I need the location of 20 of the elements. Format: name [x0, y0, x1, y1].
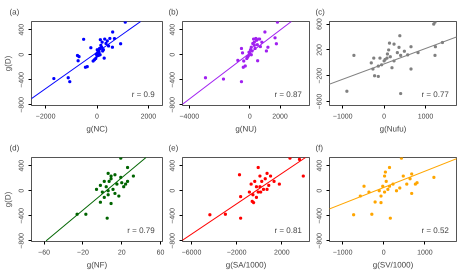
x-axis-title: g(Nufu) — [380, 124, 407, 134]
chart-title: (d) — [10, 144, 20, 152]
annotation: r = 0.9 — [132, 90, 156, 99]
y-axis-title: g(D) — [4, 55, 12, 72]
x-axis-title: g(SV/1000) — [372, 260, 414, 270]
annotation: r = 0.79 — [127, 226, 156, 235]
x-axis-title: g(NU) — [235, 124, 257, 134]
chart-title: (b) — [168, 8, 179, 16]
chart-title: (a) — [10, 8, 20, 16]
annotation: r = 0.81 — [274, 226, 302, 235]
chart-title: (e) — [168, 144, 179, 152]
x-axis-title: g(SA/1000) — [226, 260, 267, 270]
annotation: r = 0.52 — [422, 226, 450, 235]
y-axis-title: g(D) — [4, 191, 12, 208]
annotation: r = 0.77 — [422, 90, 450, 99]
chart-title: (c) — [316, 8, 326, 16]
x-axis-title: g(NC) — [86, 124, 108, 134]
x-axis-title: g(NF) — [86, 260, 108, 270]
chart-title: (f) — [316, 144, 324, 152]
annotation: r = 0.87 — [274, 90, 302, 99]
